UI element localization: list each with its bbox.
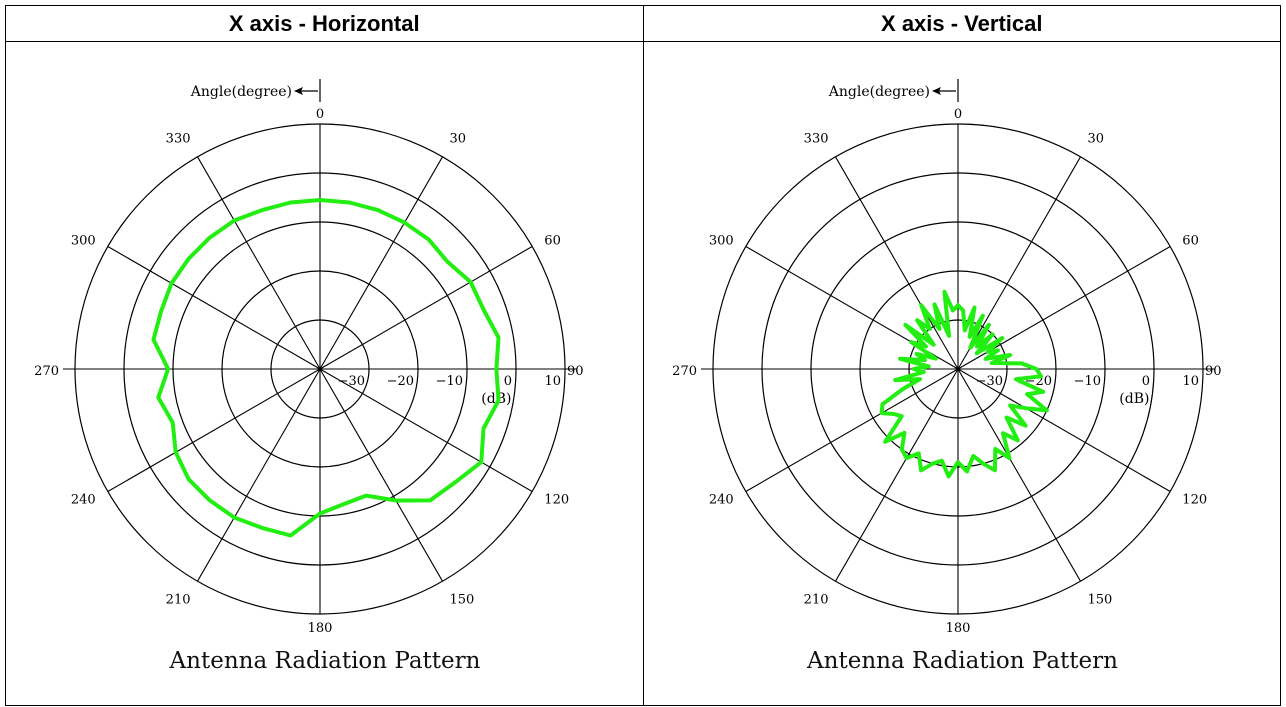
angle-tick-label: 60 <box>544 234 561 249</box>
angle-axis-label: Angle(degree) <box>827 84 929 100</box>
panel-title-vertical: X axis - Vertical <box>643 6 1281 42</box>
radial-tick-label: −30 <box>338 374 365 389</box>
polar-chart-horizontal: 0 330 300 270 240 210 180 150 120 90 60 30 −30 −20 −10… <box>6 42 644 705</box>
angle-tick-label: 330 <box>166 132 191 147</box>
angle-tick-label: 180 <box>308 621 333 636</box>
grid-spoke <box>108 247 320 370</box>
angle-tick-label: 90 <box>567 364 584 379</box>
angle-tick-label: 300 <box>708 234 733 249</box>
angle-tick-label: 150 <box>1087 592 1112 607</box>
grid-spoke <box>198 369 321 581</box>
panel-vertical: 0 330 300 270 240 210 180 150 120 90 60 30 −30 −20 −10… <box>643 42 1281 706</box>
angle-tick-label: 150 <box>450 592 475 607</box>
grid-spoke <box>198 157 321 369</box>
angle-tick-label: 240 <box>708 493 733 508</box>
panel-title-horizontal: X axis - Horizontal <box>6 6 644 42</box>
grid-spoke <box>320 369 443 581</box>
angle-tick-label: 210 <box>803 592 828 607</box>
angle-axis-label: Angle(degree) <box>190 84 292 100</box>
angle-tick-label: 90 <box>1205 364 1222 379</box>
grid-spoke <box>108 369 320 492</box>
angle-tick-label: 0 <box>953 107 961 122</box>
angle-tick-label: 60 <box>1182 234 1199 249</box>
angle-tick-label: 240 <box>71 493 96 508</box>
panel-table: X axis - Horizontal X axis - Vertical 0 3… <box>5 5 1281 706</box>
radial-tick-label: 10 <box>544 374 561 389</box>
radial-unit-label: (dB) <box>1119 391 1149 407</box>
grid-spoke <box>958 369 1081 581</box>
panel-horizontal: 0 330 300 270 240 210 180 150 120 90 60 30 −30 −20 −10… <box>6 42 644 706</box>
grid-spoke <box>835 369 958 581</box>
grid-spoke <box>320 247 532 370</box>
angle-tick-label: 300 <box>71 234 96 249</box>
angle-tick-label: 180 <box>945 621 970 636</box>
radial-tick-label: −10 <box>436 374 463 389</box>
angle-tick-label: 270 <box>672 364 697 379</box>
grid-spoke <box>745 369 957 492</box>
series-line <box>881 292 1046 477</box>
radial-tick-label: 0 <box>1141 374 1149 389</box>
angle-tick-label: 30 <box>1087 132 1104 147</box>
angle-tick-label: 30 <box>450 132 467 147</box>
angle-tick-label: 120 <box>1182 493 1207 508</box>
radial-tick-label: −30 <box>975 374 1002 389</box>
angle-tick-label: 270 <box>34 364 59 379</box>
grid-spoke <box>320 157 443 369</box>
series-line <box>154 200 499 536</box>
angle-tick-label: 120 <box>544 493 569 508</box>
angle-tick-label: 330 <box>803 132 828 147</box>
chart-caption-vertical: Antenna Radiation Pattern <box>644 648 1282 674</box>
angle-tick-label: 210 <box>166 592 191 607</box>
chart-caption-horizontal: Antenna Radiation Pattern <box>6 648 644 674</box>
radial-tick-label: −20 <box>387 374 414 389</box>
grid-spoke <box>835 157 958 369</box>
radial-tick-label: 0 <box>504 374 512 389</box>
radial-tick-label: −10 <box>1073 374 1100 389</box>
radial-tick-label: 10 <box>1182 374 1199 389</box>
angle-tick-label: 0 <box>316 107 324 122</box>
